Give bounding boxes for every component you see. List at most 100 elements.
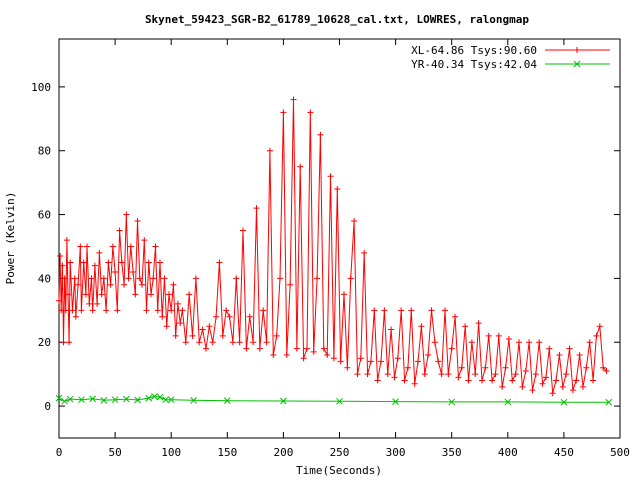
data-point [583, 364, 590, 371]
data-point [89, 395, 97, 403]
data-point [392, 398, 399, 405]
data-point [280, 109, 287, 116]
data-point [283, 352, 290, 359]
data-point [280, 397, 287, 405]
data-point [66, 339, 73, 346]
data-point [452, 313, 459, 320]
data-point [209, 339, 216, 346]
data-point [72, 313, 79, 320]
data-point [266, 147, 273, 154]
data-point [56, 297, 62, 304]
data-point [192, 275, 199, 282]
data-point [435, 358, 442, 365]
data-point [579, 383, 586, 390]
data-point [136, 275, 143, 282]
data-point [63, 237, 70, 244]
data-point [559, 383, 566, 390]
data-point [351, 217, 358, 224]
data-point [573, 60, 581, 68]
data-point [462, 323, 469, 330]
x-tick-label: 400 [498, 446, 518, 459]
data-point [563, 371, 570, 378]
data-point [489, 377, 496, 384]
data-point [145, 394, 153, 402]
data-point [186, 291, 193, 298]
data-point [174, 300, 181, 307]
data-point [590, 377, 597, 384]
data-point [182, 339, 189, 346]
data-point [378, 358, 385, 365]
data-point [485, 332, 492, 339]
data-point [103, 307, 110, 314]
data-point [148, 291, 155, 298]
data-point [91, 262, 98, 269]
data-point [556, 352, 563, 359]
data-point [260, 307, 267, 314]
data-point [505, 336, 512, 343]
data-point [243, 345, 250, 352]
data-point [438, 371, 445, 378]
data-point [125, 275, 132, 282]
y-tick-label: 80 [38, 145, 51, 158]
data-point [553, 377, 560, 384]
data-point [263, 339, 270, 346]
x-axis-label: Time(Seconds) [296, 464, 382, 477]
data-point [75, 281, 82, 288]
data-point [96, 249, 103, 256]
data-point [391, 374, 398, 381]
data-point [134, 396, 141, 404]
x-tick-label: 250 [330, 446, 350, 459]
data-point [134, 217, 141, 224]
data-point [150, 275, 157, 282]
plot-frame [58, 38, 621, 439]
data-point [367, 358, 374, 365]
data-point [566, 345, 573, 352]
data-point [347, 275, 354, 282]
data-point [324, 352, 331, 359]
data-point [105, 259, 112, 266]
data-point [196, 339, 203, 346]
data-point [576, 352, 583, 359]
data-point [394, 355, 401, 362]
data-point [121, 281, 128, 288]
data-point [314, 275, 321, 282]
data-point [522, 367, 529, 374]
data-point [226, 313, 233, 320]
data-point [161, 275, 168, 282]
data-point [107, 281, 114, 288]
data-point [86, 300, 93, 307]
data-point [132, 291, 139, 298]
data-point [441, 307, 448, 314]
data-point [250, 339, 257, 346]
data-point [223, 397, 231, 405]
series-2 [55, 393, 613, 406]
data-point [118, 259, 125, 266]
data-point [162, 396, 169, 404]
data-point [415, 358, 422, 365]
data-point [418, 323, 425, 330]
x-tick-label: 450 [554, 446, 574, 459]
y-axis-label: Power (Kelvin) [4, 192, 17, 285]
data-point [509, 377, 516, 384]
data-point [100, 396, 108, 404]
data-point [526, 339, 533, 346]
series-line [58, 395, 609, 403]
data-point [492, 371, 499, 378]
data-point [64, 291, 71, 298]
data-point [512, 371, 519, 378]
data-point [236, 339, 243, 346]
data-point [89, 307, 96, 314]
data-point [270, 352, 277, 359]
data-point [116, 227, 123, 234]
data-point [388, 326, 395, 333]
data-point [327, 173, 334, 180]
data-point [229, 339, 236, 346]
data-point [499, 383, 506, 390]
data-point [170, 281, 177, 288]
x-tick-label: 500 [610, 446, 630, 459]
data-point [448, 398, 456, 406]
data-point [62, 307, 69, 314]
data-point [334, 186, 341, 193]
data-point [297, 163, 304, 170]
data-point [428, 307, 435, 314]
